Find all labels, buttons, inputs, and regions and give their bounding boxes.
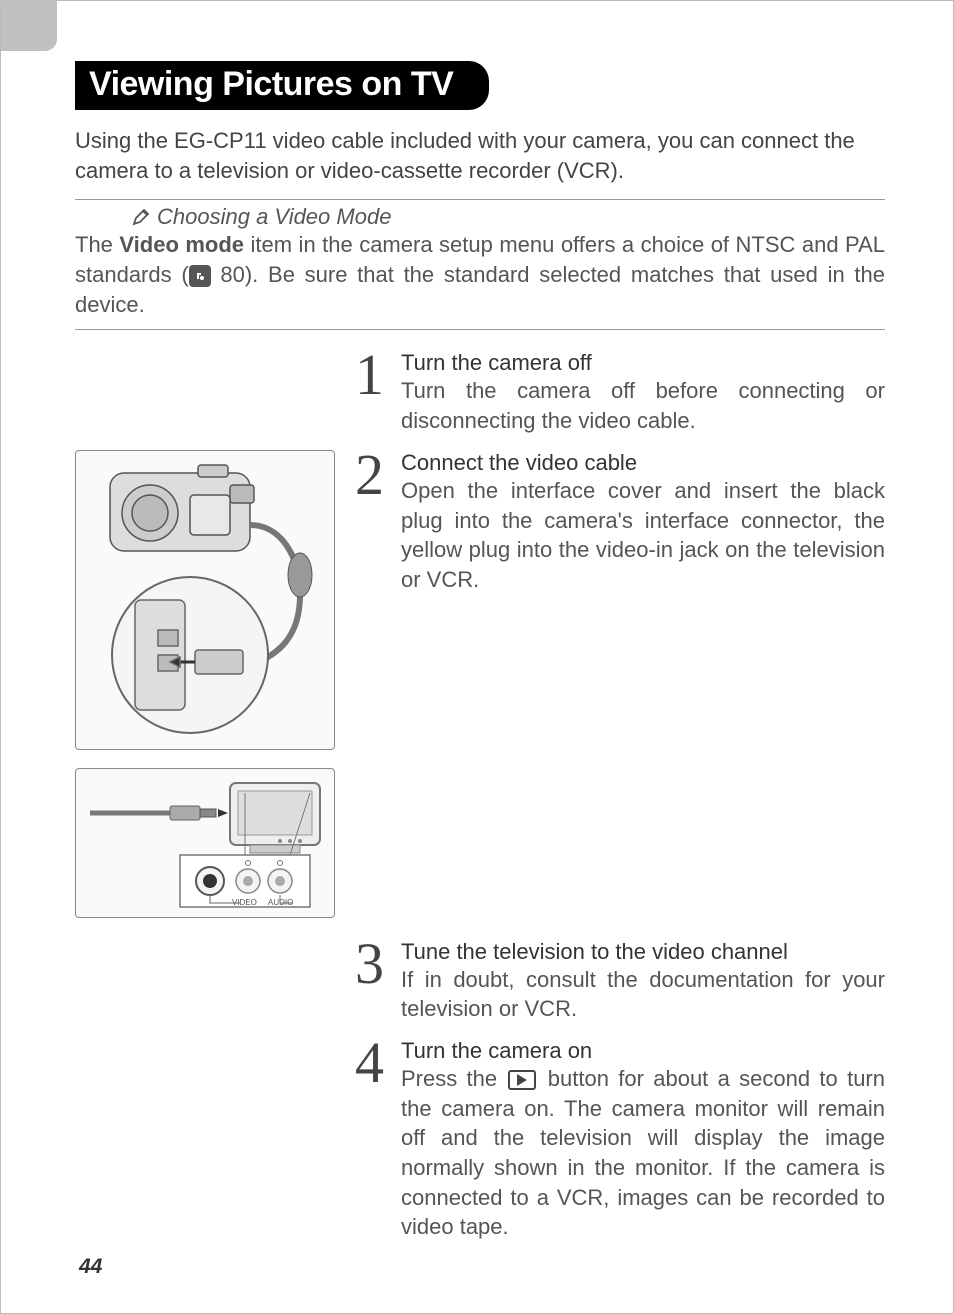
- camera-cable-illustration: [75, 450, 335, 750]
- step-body: Connect the video cable Open the interfa…: [401, 450, 885, 595]
- note-text-pre: The: [75, 232, 119, 257]
- step-title: Turn the camera on: [401, 1038, 885, 1064]
- note-body: The Video mode item in the camera setup …: [75, 230, 885, 319]
- page-title: Viewing Pictures on TV: [75, 61, 489, 110]
- step-title: Connect the video cable: [401, 450, 885, 476]
- step-4: 4 Turn the camera on Press the button fo…: [355, 1038, 885, 1242]
- step-title: Tune the television to the video channel: [401, 939, 885, 965]
- step-desc: Open the interface cover and insert the …: [401, 476, 885, 595]
- reference-icon: [189, 265, 211, 287]
- step-body: Tune the television to the video channel…: [401, 939, 885, 1024]
- step-number: 3: [355, 939, 391, 1024]
- step-body: Turn the camera on Press the button for …: [401, 1038, 885, 1242]
- step-title: Turn the camera off: [401, 350, 885, 376]
- step-desc: Press the button for about a second to t…: [401, 1064, 885, 1242]
- step-desc: If in doubt, consult the documentation f…: [401, 965, 885, 1024]
- note-heading-text: Choosing a Video Mode: [157, 204, 391, 230]
- playback-icon: [508, 1070, 536, 1090]
- tv-connection-illustration: VIDEO AUDIO: [75, 768, 335, 918]
- spacing: [355, 609, 885, 939]
- side-tab: [1, 1, 57, 51]
- step-desc: Turn the camera off before connecting or…: [401, 376, 885, 435]
- step-number: 1: [355, 350, 391, 435]
- step4-post: button for about a second to turn the ca…: [401, 1066, 885, 1239]
- note-heading: Choosing a Video Mode: [75, 204, 885, 230]
- step-number: 4: [355, 1038, 391, 1242]
- step-3: 3 Tune the television to the video chann…: [355, 939, 885, 1024]
- steps-area: VIDEO AUDIO 1 Turn the camera off Turn t…: [75, 350, 885, 1256]
- step-2: 2 Connect the video cable Open the inter…: [355, 450, 885, 595]
- steps-text-column: 1 Turn the camera off Turn the camera of…: [355, 350, 885, 1256]
- intro-paragraph: Using the EG-CP11 video cable included w…: [75, 126, 885, 185]
- step-number: 2: [355, 450, 391, 595]
- note-text-bold: Video mode: [119, 232, 244, 257]
- step-body: Turn the camera off Turn the camera off …: [401, 350, 885, 435]
- title-bar: Viewing Pictures on TV: [75, 61, 885, 110]
- step4-pre: Press the: [401, 1066, 506, 1091]
- note-box: Choosing a Video Mode The Video mode ite…: [75, 199, 885, 330]
- pencil-icon: [131, 207, 151, 227]
- step-1: 1 Turn the camera off Turn the camera of…: [355, 350, 885, 435]
- illustration-column: VIDEO AUDIO: [75, 350, 335, 1256]
- manual-page: Viewing Pictures on TV Using the EG-CP11…: [0, 0, 954, 1314]
- page-number: 44: [79, 1255, 102, 1279]
